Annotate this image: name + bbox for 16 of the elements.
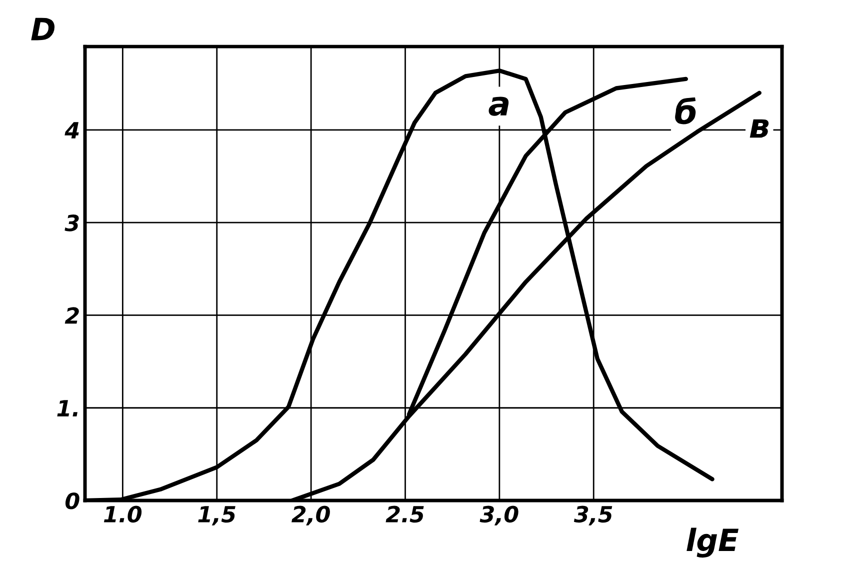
y-tick-label: 1.: [57, 400, 78, 416]
x-tick-label: 2,0: [292, 506, 330, 526]
x-tick-label: 1.0: [104, 506, 142, 523]
x-tick-label: 3,5: [574, 506, 612, 526]
x-tick-label: 1,5: [198, 506, 236, 526]
y-tick-label: 2: [64, 307, 79, 324]
x-tick-label: 3,0: [480, 506, 518, 526]
series-label: б: [675, 97, 696, 124]
y-tick-label: 3: [64, 214, 79, 232]
series-label: в: [750, 119, 769, 138]
series-label: а: [488, 96, 509, 116]
y-tick-label: 0: [65, 492, 80, 510]
y-tick-label: 4: [64, 122, 79, 138]
x-axis-title: lgE: [686, 528, 739, 558]
x-tick-label: 2.5: [386, 506, 424, 523]
y-axis-title: D: [31, 18, 55, 40]
